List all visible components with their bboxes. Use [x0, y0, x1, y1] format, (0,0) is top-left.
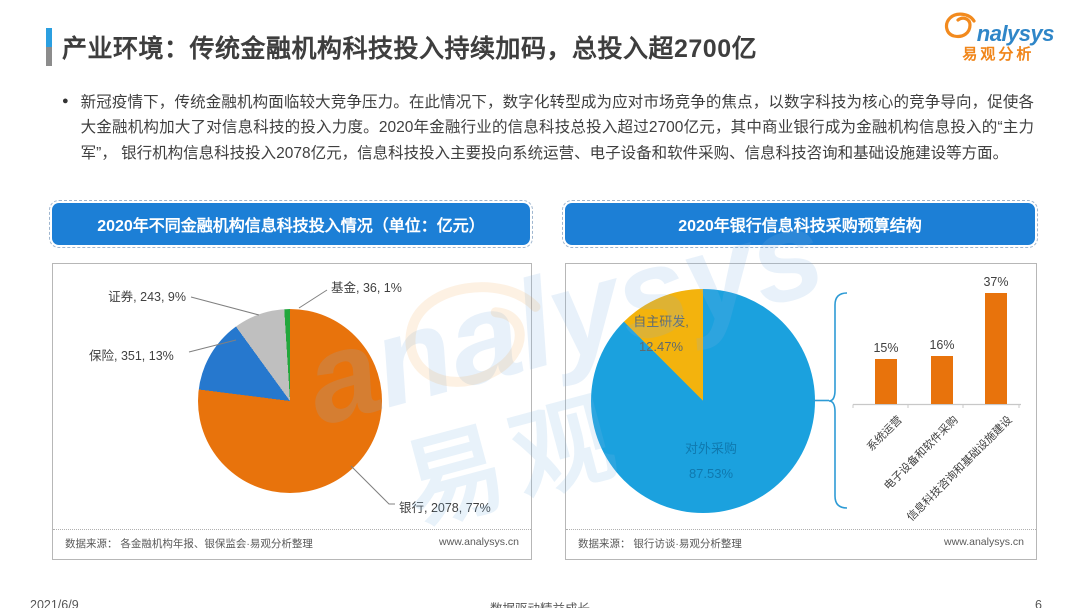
self-rnd-value: 12.47%: [638, 338, 684, 354]
left-data-source: 数据来源： 各金融机构年报、银保监会·易观分析整理: [65, 538, 313, 550]
right-chart-header: 2020年银行信息科技采购预算结构: [562, 200, 1038, 248]
self-rnd-name: 自主研发,: [633, 314, 689, 329]
footer-slogan: 数据驱动精益成长: [490, 598, 590, 608]
right-chart-panel: 自主研发, 12.47% 对外采购 87.53% 15% 16% 37% 系统运…: [565, 263, 1037, 560]
left-chart-panel: 基金, 36, 1% 证券, 243, 9% 保险, 351, 13% 银行, …: [52, 263, 532, 560]
title-accent-bar: [46, 28, 52, 66]
page-number: 6: [1035, 598, 1042, 608]
logo-brand-cn: 易观分析: [962, 45, 1035, 63]
analysys-logo: nalysys 易观分析: [943, 12, 1055, 63]
right-data-source: 数据来源： 银行访谈·易观分析整理: [578, 538, 742, 550]
left-chart-header: 2020年不同金融机构信息科技投入情况（单位：亿元）: [49, 200, 533, 248]
right-source-row: 数据来源： 银行访谈·易观分析整理 www.analysys.cn: [566, 529, 1036, 559]
external-name: 对外采购: [684, 441, 737, 456]
summary-text: 新冠疫情下，传统金融机构面临较大竞争压力。在此情况下，数字化转型成为应对市场竞争…: [80, 94, 1034, 162]
pie-label-bank: 银行, 2078, 77%: [399, 501, 491, 515]
procurement-pie-chart: [591, 289, 815, 513]
footer-date: 2021/6/9: [30, 598, 79, 608]
bullet-icon: ●: [62, 95, 69, 107]
pie-label-insurance: 保险, 351, 13%: [89, 349, 174, 363]
left-source-row: 数据来源： 各金融机构年报、银保监会·易观分析整理 www.analysys.c…: [53, 529, 531, 559]
pie-label-fund: 基金, 36, 1%: [331, 281, 402, 295]
pie-label-securities: 证券, 243, 9%: [108, 290, 186, 304]
bar-value-equipment: 16%: [929, 338, 955, 352]
title-row: 产业环境：传统金融机构科技投入持续加码，总投入超2700亿: [46, 28, 757, 66]
institutions-pie-chart: [198, 309, 382, 493]
external-value: 87.53%: [688, 465, 734, 481]
bar-value-system-ops: 15%: [873, 341, 899, 355]
analysys-site-link[interactable]: www.analysys.cn: [944, 536, 1024, 548]
logo-brand-text: nalysys: [976, 20, 1055, 46]
summary-block: ● 新冠疫情下，传统金融机构面临较大竞争压力。在此情况下，数字化转型成为应对市场…: [62, 90, 1034, 166]
bar-value-consulting: 37%: [983, 275, 1009, 289]
pie-label-self-rnd: 自主研发, 12.47%: [616, 310, 706, 359]
analysys-site-link[interactable]: www.analysys.cn: [439, 536, 519, 548]
bar-equipment-software: [931, 356, 953, 404]
pie-label-external: 对外采购 87.53%: [664, 437, 758, 486]
bar-consulting-infra: [985, 293, 1007, 404]
analysys-swirl-icon: [943, 12, 977, 45]
bar-system-ops: [875, 359, 897, 404]
page-title: 产业环境：传统金融机构科技投入持续加码，总投入超2700亿: [62, 35, 758, 63]
